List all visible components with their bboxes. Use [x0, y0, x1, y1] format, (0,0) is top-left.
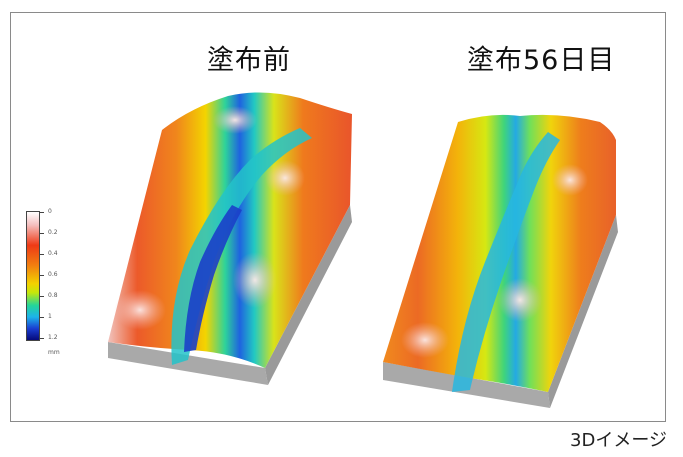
- colorbar-tick-mark: [39, 296, 44, 297]
- surface-after: [383, 114, 618, 408]
- panel-title-before: 塗布前: [207, 45, 291, 76]
- colorbar-tick-mark: [39, 275, 44, 276]
- colorbar-tick-label: 0: [48, 208, 52, 215]
- colorbar-tick-label: 0.4: [48, 250, 58, 257]
- colorbar-tick-mark: [39, 338, 44, 339]
- colorbar-tick-mark: [39, 254, 44, 255]
- colorbar-tick-label: 1: [48, 313, 52, 320]
- colorbar-tick-mark: [39, 317, 44, 318]
- colorbar-unit: mm: [48, 349, 60, 356]
- surface-before: [108, 92, 352, 385]
- color-scale-bar: [26, 211, 40, 341]
- panel-title-after: 塗布56日目: [467, 45, 616, 76]
- colorbar-tick-label: 0.2: [48, 229, 58, 236]
- figure-caption: 3Dイメージ: [570, 430, 667, 451]
- colorbar-tick-label: 0.8: [48, 292, 58, 299]
- colorbar-tick-mark: [39, 212, 44, 213]
- colorbar-tick-mark: [39, 233, 44, 234]
- colorbar-tick-label: 0.6: [48, 271, 58, 278]
- colorbar-tick-label: 1.2: [48, 334, 58, 341]
